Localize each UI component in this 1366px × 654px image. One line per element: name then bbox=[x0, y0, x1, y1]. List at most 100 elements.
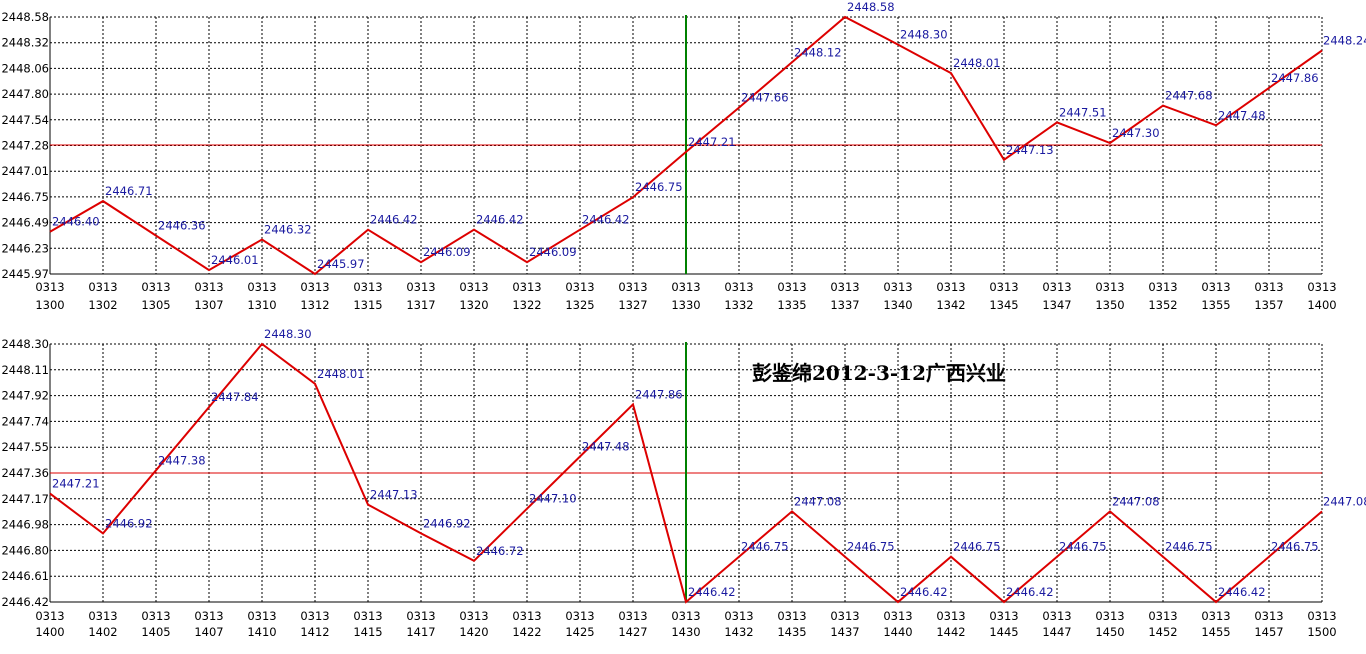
x-tick-label: 0313 bbox=[1095, 280, 1124, 294]
x-tick-label: 1335 bbox=[777, 298, 806, 312]
x-tick-label: 1305 bbox=[141, 298, 170, 312]
y-tick-label: 2447.92 bbox=[1, 389, 49, 403]
data-label: 2447.30 bbox=[1112, 126, 1160, 140]
x-tick-label: 0313 bbox=[936, 609, 965, 623]
x-tick-label: 1435 bbox=[777, 625, 806, 639]
data-label: 2446.75 bbox=[1059, 540, 1107, 554]
x-tick-label: 0313 bbox=[777, 609, 806, 623]
y-tick-label: 2448.58 bbox=[1, 10, 49, 24]
x-tick-label: 0313 bbox=[88, 280, 117, 294]
x-tick-label: 1317 bbox=[406, 298, 435, 312]
y-tick-label: 2446.23 bbox=[1, 241, 49, 255]
x-tick-label: 1407 bbox=[194, 625, 223, 639]
x-tick-label: 1300 bbox=[35, 298, 64, 312]
data-label: 2447.08 bbox=[1112, 494, 1160, 508]
x-tick-label: 1325 bbox=[565, 298, 594, 312]
x-tick-label: 1342 bbox=[936, 298, 965, 312]
x-tick-label: 0313 bbox=[989, 609, 1018, 623]
x-tick-label: 1302 bbox=[88, 298, 117, 312]
y-tick-label: 2446.61 bbox=[1, 569, 49, 583]
data-label: 2446.42 bbox=[900, 585, 948, 599]
data-label: 2447.86 bbox=[1271, 71, 1319, 85]
x-tick-label: 1307 bbox=[194, 298, 223, 312]
x-tick-label: 1410 bbox=[247, 625, 276, 639]
data-label: 2446.75 bbox=[953, 540, 1001, 554]
data-label: 2448.01 bbox=[953, 56, 1001, 70]
x-tick-label: 0313 bbox=[1254, 609, 1283, 623]
data-label: 2447.21 bbox=[688, 135, 736, 149]
y-tick-label: 2447.54 bbox=[1, 113, 49, 127]
data-label: 2447.48 bbox=[1218, 108, 1266, 122]
data-label: 2446.75 bbox=[1271, 540, 1319, 554]
x-tick-label: 1405 bbox=[141, 625, 170, 639]
x-tick-label: 0313 bbox=[671, 609, 700, 623]
x-tick-label: 0313 bbox=[830, 609, 859, 623]
y-tick-label: 2446.42 bbox=[1, 595, 49, 609]
x-tick-label: 1425 bbox=[565, 625, 594, 639]
data-label: 2446.42 bbox=[582, 213, 630, 227]
x-tick-label: 0313 bbox=[406, 609, 435, 623]
y-tick-label: 2448.06 bbox=[1, 61, 49, 75]
x-tick-label: 0313 bbox=[247, 609, 276, 623]
x-tick-label: 1452 bbox=[1148, 625, 1177, 639]
x-tick-label: 0313 bbox=[141, 609, 170, 623]
x-tick-label: 0313 bbox=[1307, 609, 1336, 623]
data-label: 2447.13 bbox=[1006, 143, 1054, 157]
y-tick-label: 2446.80 bbox=[1, 543, 49, 557]
data-label: 2448.01 bbox=[317, 367, 365, 381]
x-tick-label: 1327 bbox=[618, 298, 647, 312]
y-tick-label: 2447.36 bbox=[1, 466, 49, 480]
x-tick-label: 1330 bbox=[671, 298, 700, 312]
x-tick-label: 0313 bbox=[1201, 609, 1230, 623]
x-tick-label: 0313 bbox=[1148, 280, 1177, 294]
x-tick-label: 0313 bbox=[459, 280, 488, 294]
x-tick-label: 0313 bbox=[565, 280, 594, 294]
bottom-panel: 0313 1400 0313 1402 0313 1405 0313 1407 0313 1410… bbox=[1, 327, 1366, 639]
data-label: 2447.48 bbox=[582, 440, 630, 454]
x-tick-label: 1457 bbox=[1254, 625, 1283, 639]
x-tick-label: 0313 bbox=[88, 609, 117, 623]
x-tick-label: 0313 bbox=[1095, 609, 1124, 623]
data-label: 2447.84 bbox=[211, 390, 259, 404]
data-label: 2447.51 bbox=[1059, 105, 1107, 119]
x-tick-label: 1322 bbox=[512, 298, 541, 312]
x-tick-label: 0313 bbox=[724, 280, 753, 294]
x-tick-label: 1500 bbox=[1307, 625, 1336, 639]
data-label: 2447.21 bbox=[52, 477, 100, 491]
x-tick-label: 0313 bbox=[1201, 280, 1230, 294]
data-label: 2446.75 bbox=[741, 540, 789, 554]
x-tick-label: 0313 bbox=[989, 280, 1018, 294]
x-tick-label: 1347 bbox=[1042, 298, 1071, 312]
data-label: 2447.68 bbox=[1165, 89, 1213, 103]
x-tick-label: 1310 bbox=[247, 298, 276, 312]
x-tick-label: 1357 bbox=[1254, 298, 1283, 312]
x-tick-label: 1352 bbox=[1148, 298, 1177, 312]
data-label: 2446.71 bbox=[105, 184, 153, 198]
data-label: 2448.30 bbox=[264, 327, 312, 341]
x-tick-label: 1430 bbox=[671, 625, 700, 639]
y-tick-label: 2446.49 bbox=[1, 216, 49, 230]
data-label: 2447.08 bbox=[1323, 494, 1366, 508]
x-tick-label: 1420 bbox=[459, 625, 488, 639]
y-tick-label: 2447.17 bbox=[1, 492, 49, 506]
x-tick-label: 1350 bbox=[1095, 298, 1124, 312]
data-label: 2446.92 bbox=[423, 516, 471, 530]
data-label: 2448.30 bbox=[900, 28, 948, 42]
data-label: 2448.58 bbox=[847, 0, 895, 14]
x-tick-label: 0313 bbox=[353, 280, 382, 294]
data-label: 2446.09 bbox=[529, 245, 577, 259]
x-tick-label: 1427 bbox=[618, 625, 647, 639]
x-tick-label: 1402 bbox=[88, 625, 117, 639]
data-label: 2446.72 bbox=[476, 544, 524, 558]
y-tick-label: 2447.74 bbox=[1, 414, 49, 428]
y-tick-label: 2448.30 bbox=[1, 337, 49, 351]
y-tick-label: 2448.32 bbox=[1, 36, 49, 50]
x-tick-label: 1415 bbox=[353, 625, 382, 639]
x-tick-label: 0313 bbox=[936, 280, 965, 294]
x-tick-label: 0313 bbox=[1042, 280, 1071, 294]
x-tick-label: 0313 bbox=[618, 609, 647, 623]
x-tick-label: 1315 bbox=[353, 298, 382, 312]
data-label: 2446.42 bbox=[370, 213, 418, 227]
x-tick-label: 1450 bbox=[1095, 625, 1124, 639]
data-label: 2446.01 bbox=[211, 253, 259, 267]
